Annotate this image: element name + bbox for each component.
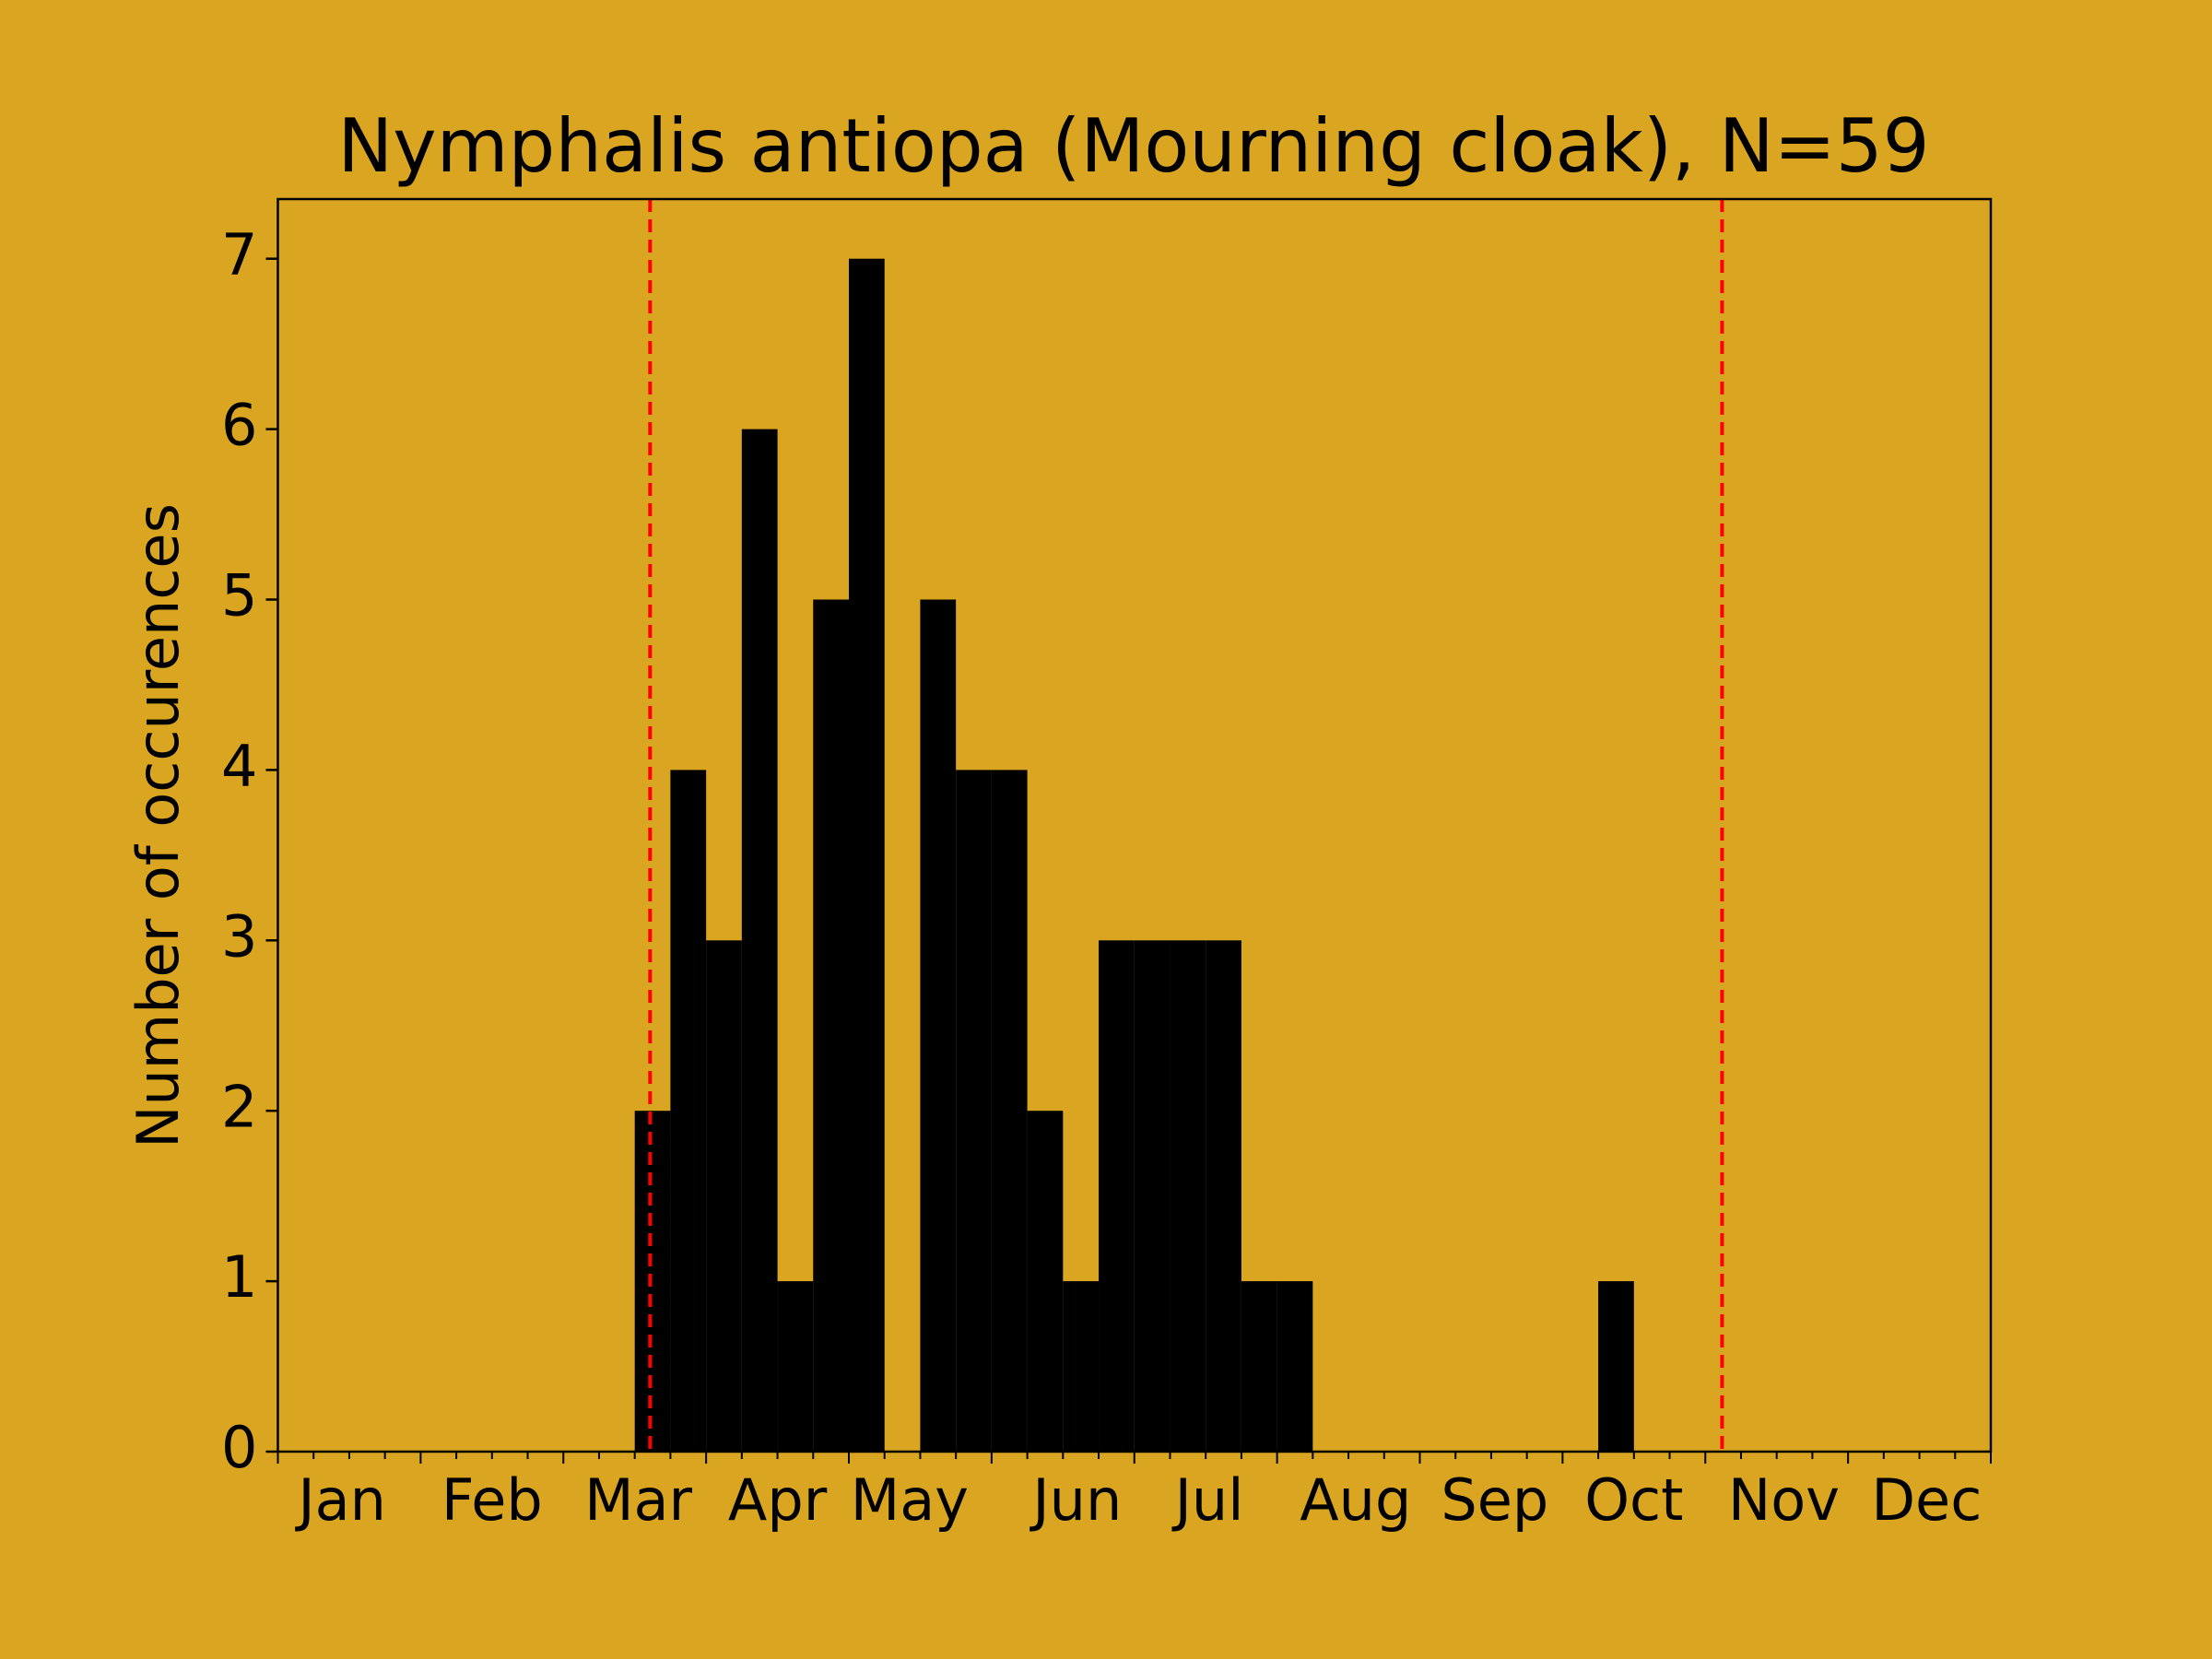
x-tick-label: Aug (1300, 1466, 1411, 1534)
y-tick-label: 3 (221, 902, 257, 970)
chart-title: Nymphalis antiopa (Mourning cloak), N=59 (337, 103, 1929, 189)
y-tick-label: 6 (221, 392, 257, 459)
bar (1206, 940, 1241, 1452)
x-tick-label: May (851, 1466, 969, 1534)
y-tick-label: 1 (221, 1243, 257, 1311)
x-tick-label: Mar (584, 1466, 692, 1534)
bar (849, 258, 885, 1452)
x-tick-label: Dec (1871, 1466, 1982, 1534)
y-tick-label: 7 (221, 221, 257, 288)
bar (634, 1111, 671, 1452)
bar (1099, 940, 1135, 1452)
y-tick-label: 4 (221, 733, 257, 800)
bar (1277, 1281, 1313, 1452)
x-tick-label: Nov (1728, 1466, 1840, 1534)
bar (991, 770, 1028, 1452)
x-tick-label: Sep (1441, 1466, 1548, 1534)
bar (813, 599, 849, 1452)
y-axis-label: Number of occurences (124, 503, 192, 1148)
bar (1170, 940, 1206, 1452)
bar (920, 599, 957, 1452)
y-tick-label: 2 (221, 1073, 257, 1140)
x-tick-label: Feb (441, 1466, 543, 1534)
x-tick-label: Oct (1584, 1466, 1683, 1534)
bar (956, 770, 992, 1452)
bar (1027, 1111, 1064, 1452)
x-tick-label: Jan (294, 1466, 386, 1534)
x-tick-label: Jun (1029, 1466, 1122, 1534)
bar (741, 429, 778, 1452)
bar (777, 1281, 814, 1452)
bar (1134, 940, 1171, 1452)
bar (1241, 1281, 1277, 1452)
bar (1598, 1281, 1634, 1452)
bar (670, 770, 707, 1452)
bar (1063, 1281, 1100, 1452)
bar (706, 940, 742, 1452)
y-tick-label: 5 (221, 562, 257, 629)
y-tick-label: 0 (221, 1414, 257, 1481)
x-tick-label: Jul (1171, 1466, 1244, 1534)
x-tick-label: Apr (728, 1466, 828, 1534)
